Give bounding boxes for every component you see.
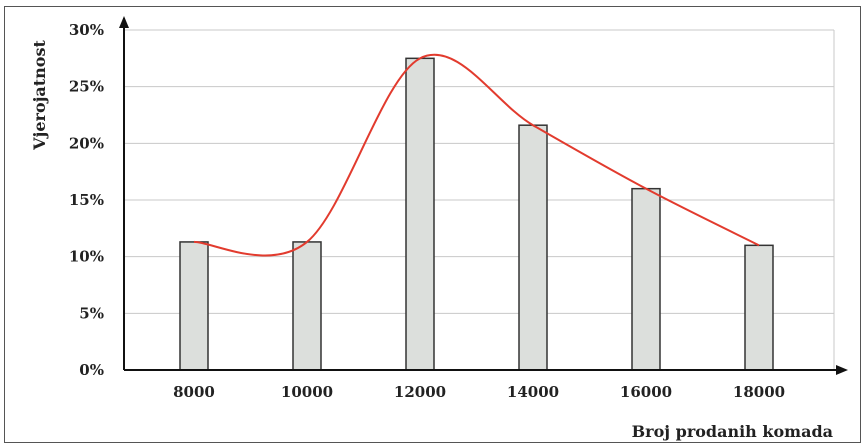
bar xyxy=(292,241,322,371)
y-axis-arrow xyxy=(119,16,129,28)
x-tick-label: 10000 xyxy=(281,383,333,401)
y-tick-label: 15% xyxy=(69,191,104,209)
trend-curve xyxy=(193,53,760,257)
y-tick-label: 10% xyxy=(69,248,104,266)
bar xyxy=(518,124,548,371)
x-tick-label: 12000 xyxy=(394,383,446,401)
y-tick-label: 5% xyxy=(79,304,104,322)
y-tick-label: 30% xyxy=(69,21,104,39)
y-tick-label: 20% xyxy=(69,134,104,152)
x-tick-label: 16000 xyxy=(620,383,672,401)
axes xyxy=(119,16,848,375)
y-tick-label: 0% xyxy=(79,361,104,379)
bar xyxy=(631,187,661,371)
y-tick-label: 25% xyxy=(69,78,104,96)
bar xyxy=(405,57,435,371)
x-axis-title: Broj prodanih komada xyxy=(632,422,833,441)
y-tick-labels: 0% 5% 10% 15% 20% 25% 30% xyxy=(69,21,104,379)
x-tick-label: 8000 xyxy=(173,383,215,401)
x-tick-label: 18000 xyxy=(733,383,785,401)
bars xyxy=(179,57,774,371)
bar xyxy=(744,244,774,371)
x-tick-labels: 8000 10000 12000 14000 16000 18000 xyxy=(173,383,785,401)
bar xyxy=(179,241,209,371)
y-axis-title: Vjerojatnost xyxy=(30,40,49,151)
x-axis-arrow xyxy=(836,365,848,375)
x-tick-label: 14000 xyxy=(507,383,559,401)
gridlines xyxy=(124,29,835,370)
